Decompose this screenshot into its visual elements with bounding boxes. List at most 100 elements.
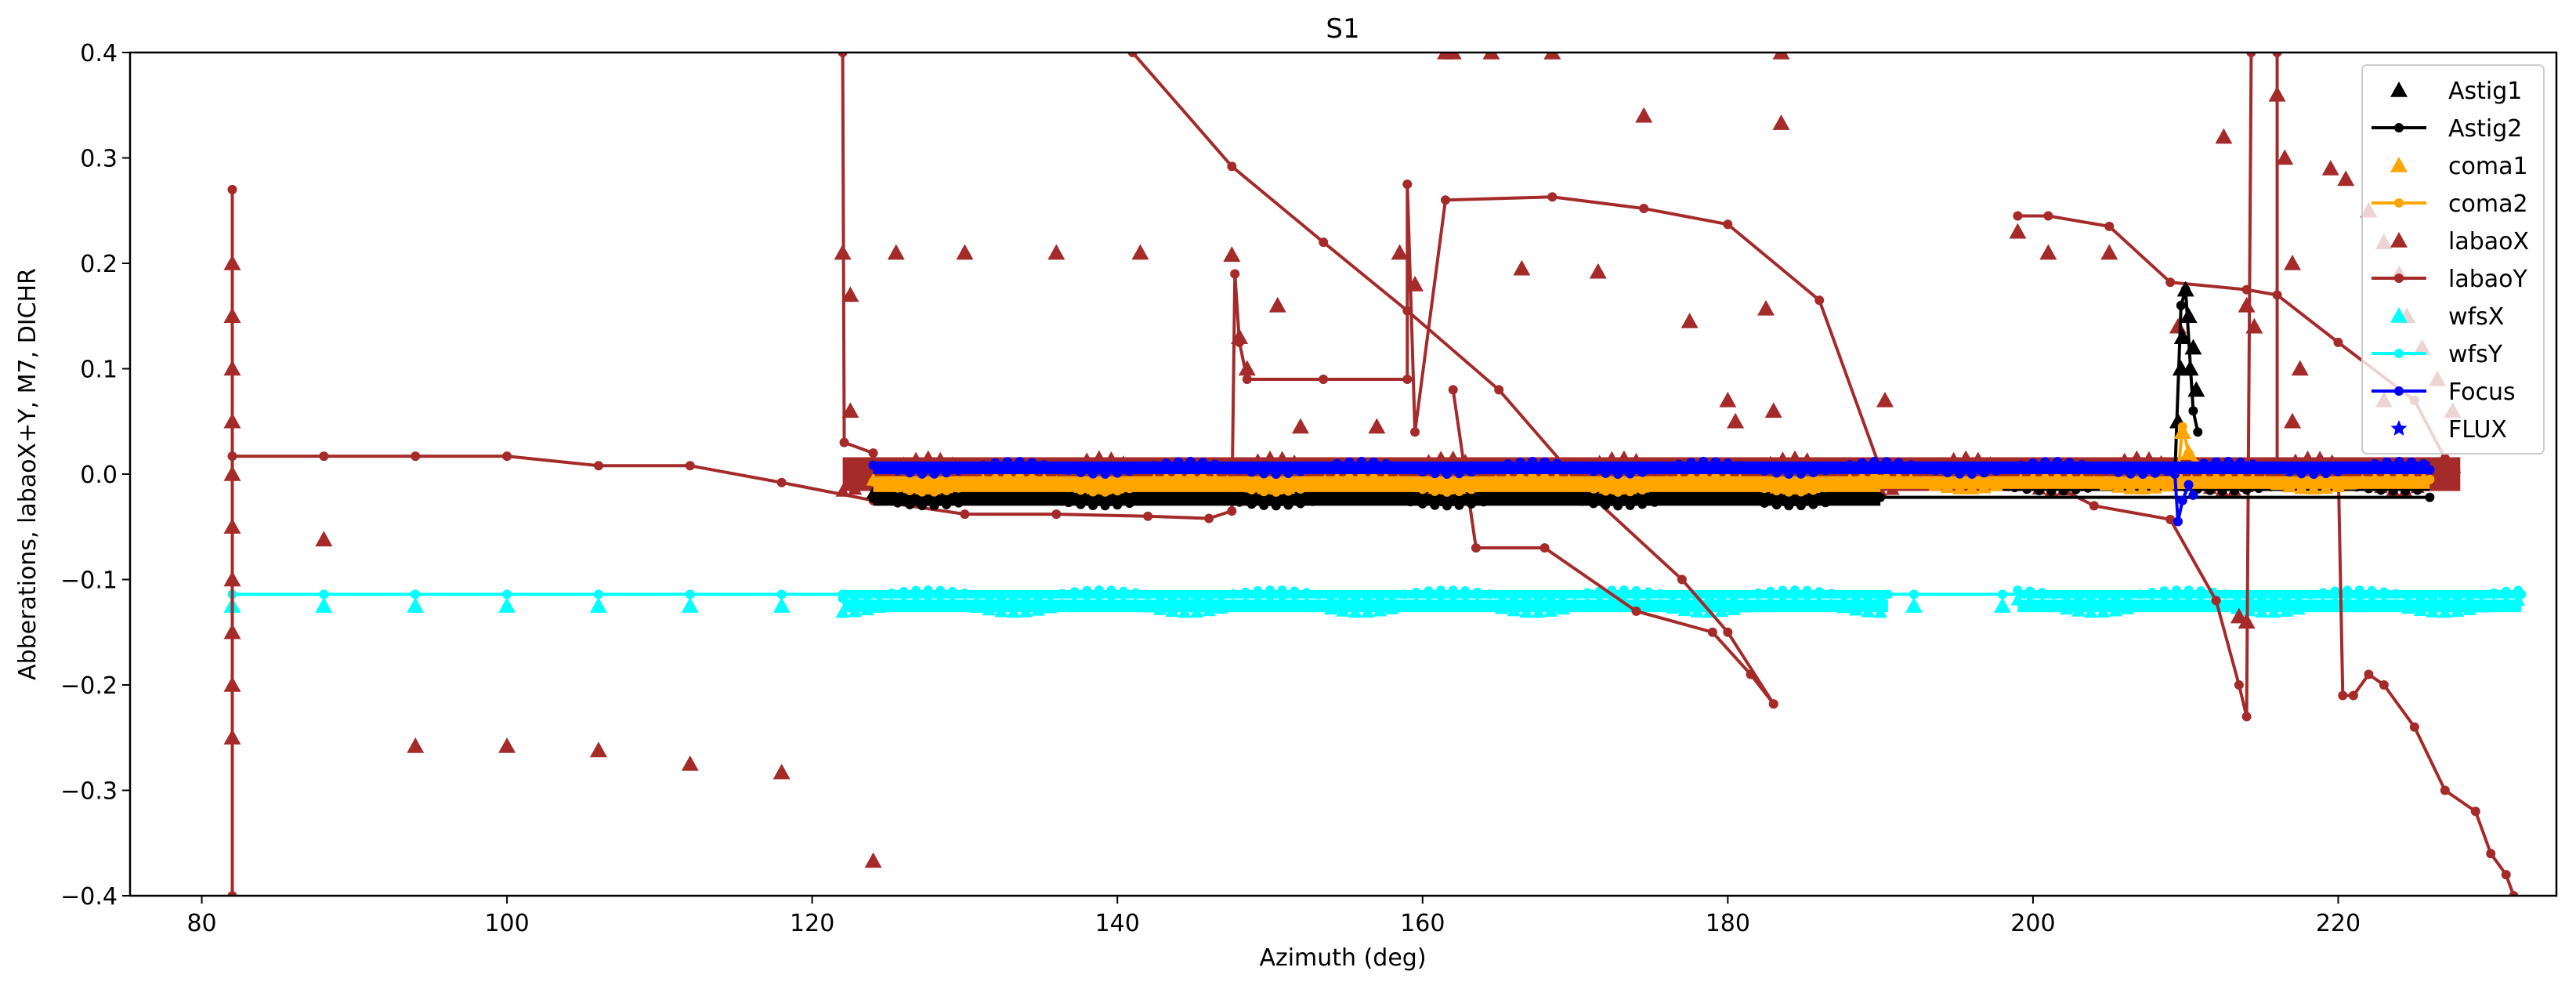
Astig1-point: [2180, 307, 2198, 324]
coma1-marker: [1659, 474, 1674, 488]
coma1-marker: [1647, 477, 1662, 491]
chart-title: S1: [1326, 13, 1359, 45]
Astig1-marker: [1489, 487, 1503, 500]
labaoY-point: [2470, 806, 2480, 817]
Focus-marker: [1552, 458, 1562, 469]
wfsX-marker: [2255, 604, 2270, 618]
Focus-marker: [966, 463, 976, 473]
legend-label: Focus: [2448, 379, 2516, 406]
wfsY-marker: [2037, 588, 2047, 598]
legend-item-Astig1: Astig1: [2390, 78, 2522, 105]
Astig1-marker: [914, 493, 929, 506]
coma1-marker: [964, 475, 979, 489]
y-tick-label: 0.2: [80, 251, 118, 278]
Astig1-marker: [1732, 486, 1747, 499]
wfsX-marker: [1104, 592, 1119, 606]
coma1-marker: [890, 478, 905, 491]
Focus-marker: [1356, 456, 1366, 466]
Focus-marker: [1198, 458, 1208, 468]
coma1-marker: [2111, 480, 2126, 493]
labaoY-line: [2017, 53, 2253, 717]
Focus-marker: [917, 469, 927, 479]
legend-dot-icon: [2394, 123, 2404, 132]
coma1-marker: [2197, 471, 2212, 484]
legend-star-icon: [2390, 420, 2408, 436]
coma1-marker: [2404, 469, 2419, 483]
labaoX-marker: [2300, 450, 2315, 464]
coma1-marker: [1989, 478, 2004, 491]
wfsX-marker: [884, 597, 899, 610]
wfsX-marker: [2023, 594, 2038, 607]
wfsY-marker: [1277, 585, 1287, 596]
coma1-marker: [1964, 481, 1979, 494]
Focus-marker: [1637, 467, 1648, 477]
wfsX-marker: [1128, 596, 1143, 610]
Astig1-marker: [1391, 487, 1406, 500]
Focus-marker: [1771, 468, 1782, 478]
Focus-marker: [1564, 461, 1574, 471]
labaoY-point: [1319, 374, 1329, 384]
coma1-marker: [2025, 470, 2040, 484]
labaoX-point: [223, 518, 241, 534]
Focus-marker: [1503, 459, 1513, 469]
wfsX-marker: [1507, 603, 1521, 617]
wfsY-marker: [1448, 585, 1458, 596]
legend-item-FLUX: FLUX: [2390, 416, 2507, 444]
coma1-marker: [1244, 480, 1259, 493]
coma1-marker: [1318, 473, 1333, 487]
wfsY-point: [776, 589, 787, 600]
wfsX-marker: [2108, 603, 2123, 617]
legend-item-Astig2: Astig2: [2372, 115, 2522, 143]
Focus-marker: [1491, 462, 1501, 472]
labaoY-point: [2333, 337, 2343, 347]
labaoX-point: [2291, 360, 2309, 376]
wfsX-marker: [1751, 596, 1766, 610]
x-tick-label: 120: [790, 910, 834, 937]
labaoX-point: [223, 255, 241, 270]
labaoX-point: [2215, 128, 2233, 144]
wfsX-marker: [2218, 598, 2233, 612]
Focus-marker: [1344, 457, 1355, 467]
wfsX-point: [772, 597, 791, 613]
labaoX-marker: [1104, 451, 1119, 465]
labaoX-point: [841, 402, 859, 418]
legend-item-labaoY: labaoY: [2372, 266, 2528, 293]
Focus-marker: [1039, 460, 1049, 470]
Focus-marker: [929, 469, 939, 479]
labaoY-point: [1127, 53, 1138, 57]
wfsX-marker: [994, 604, 1009, 618]
labaoY-point: [960, 509, 970, 520]
Focus-marker: [1747, 463, 1757, 473]
labaoX-marker: [1616, 450, 1631, 463]
labaoY-point: [2241, 712, 2252, 722]
labaoX-point: [1681, 312, 1699, 328]
labaoY-line: [2336, 463, 2516, 896]
Astig1-marker: [1476, 489, 1491, 502]
Astig1-marker: [1745, 488, 1760, 502]
legend-box: [2361, 64, 2545, 455]
wfsX-marker: [1397, 599, 1412, 612]
coma1-marker: [2123, 481, 2138, 494]
labaoX-marker: [1263, 450, 1278, 463]
wfsX-marker: [2291, 602, 2306, 615]
coma1-marker: [2209, 469, 2223, 483]
wfsX-marker: [1238, 596, 1253, 609]
coma1-marker: [1342, 469, 1357, 483]
coma1-marker: [1293, 479, 1308, 492]
labaoX-point: [2009, 223, 2027, 239]
wfsX-marker: [2437, 605, 2452, 618]
legend-item-wfsY: wfsY: [2372, 341, 2503, 368]
coma1-marker: [1012, 469, 1027, 483]
Astig1-marker: [1146, 486, 1161, 499]
labaoY-point: [2272, 53, 2282, 57]
labaoX-point: [1268, 296, 1286, 313]
labaoX-marker: [933, 451, 948, 465]
coma1-marker: [1257, 481, 1272, 494]
labaoX-point: [223, 466, 241, 481]
coma1-marker: [1525, 469, 1540, 482]
coma1-marker: [2306, 481, 2321, 495]
wfsY-point: [319, 589, 329, 600]
wfsY-point: [1883, 589, 1893, 600]
labaoY-point: [1441, 195, 1451, 205]
coma1-marker: [1025, 470, 1040, 484]
